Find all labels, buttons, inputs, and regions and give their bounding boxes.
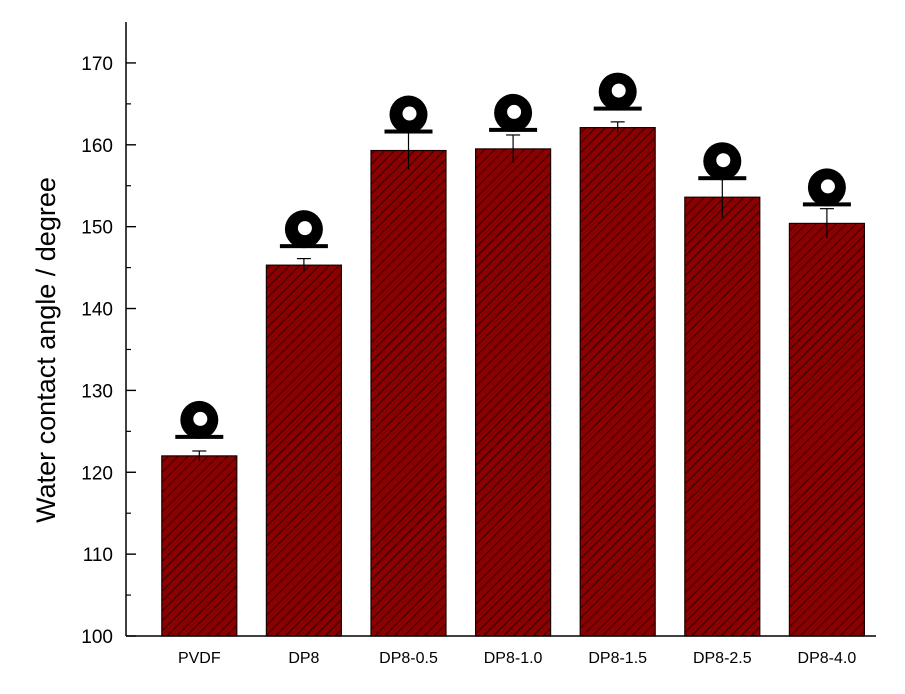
bar-dp8-1-0 bbox=[475, 148, 552, 637]
bar-dp8-0-5 bbox=[370, 149, 447, 637]
y-tick-label-120: 120 bbox=[81, 463, 113, 484]
y-tick-label-130: 130 bbox=[81, 381, 113, 402]
x-tick-label-dp8: DP8 bbox=[288, 650, 319, 667]
x-tick-label-dp8-2-5: DP8-2.5 bbox=[693, 650, 752, 667]
axes: 100 110 120 130 140 150 160 170 PVDF DP8 DP8-0.5 DP… bbox=[81, 22, 876, 667]
x-tick-label-dp8-0-5: DP8-0.5 bbox=[379, 650, 438, 667]
x-tick-label-dp8-4-0: DP8-4.0 bbox=[798, 650, 857, 667]
droplet-pvdf bbox=[175, 400, 224, 439]
x-tick-label-dp8-1-5: DP8-1.5 bbox=[588, 650, 647, 667]
droplet-dp8-0-5 bbox=[384, 95, 433, 134]
y-tick-label-140: 140 bbox=[81, 300, 113, 321]
droplet-dp8-1-0 bbox=[489, 93, 538, 132]
y-tick-label-160: 160 bbox=[81, 136, 113, 157]
bars-layer bbox=[161, 121, 866, 637]
droplet-dp8-1-5 bbox=[593, 72, 642, 111]
droplet-dp8-4-0 bbox=[802, 168, 851, 207]
bar-dp8 bbox=[265, 264, 342, 637]
droplet-dp8-2-5 bbox=[698, 142, 747, 181]
bar-dp8-2-5 bbox=[684, 196, 761, 637]
droplet-dp8 bbox=[279, 210, 328, 249]
bar-dp8-4-0 bbox=[788, 222, 866, 637]
x-tick-label-pvdf: PVDF bbox=[178, 650, 221, 667]
y-tick-label-150: 150 bbox=[81, 218, 113, 239]
bar-pvdf bbox=[161, 455, 238, 637]
bar-dp8-1-5 bbox=[579, 127, 656, 637]
x-tick-label-dp8-1-0: DP8-1.0 bbox=[484, 650, 543, 667]
y-tick-label-110: 110 bbox=[83, 545, 113, 566]
droplet-insets bbox=[175, 72, 851, 439]
y-axis-title: Water contact angle / degree bbox=[31, 177, 61, 523]
y-tick-label-100: 100 bbox=[81, 627, 113, 648]
y-tick-label-170: 170 bbox=[81, 54, 113, 75]
